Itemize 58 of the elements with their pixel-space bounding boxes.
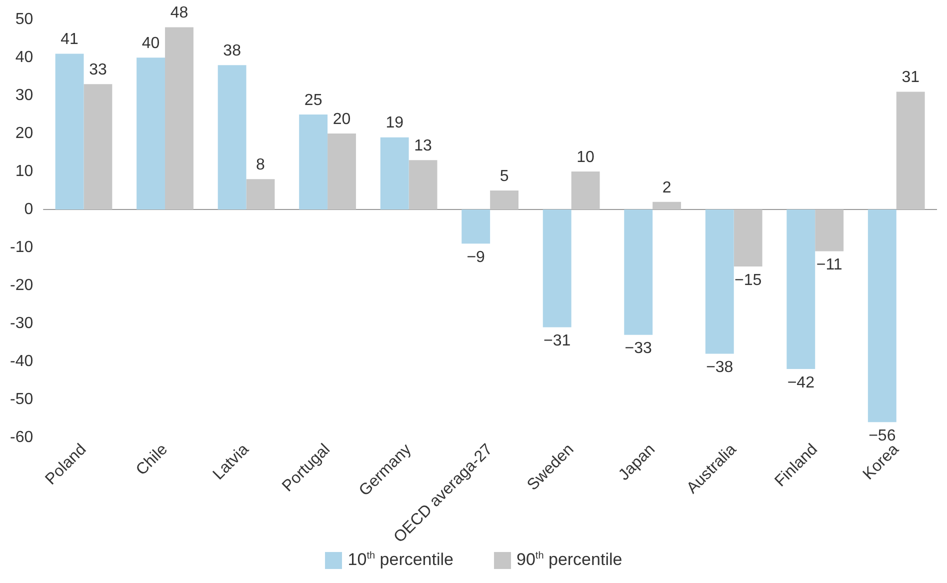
- data-label: 10: [576, 148, 595, 166]
- data-label: −56: [868, 428, 896, 445]
- bar: [490, 190, 519, 210]
- y-tick-label: 40: [15, 48, 34, 66]
- data-label: −15: [734, 272, 762, 289]
- bar: [84, 84, 112, 210]
- bar: [55, 54, 84, 210]
- data-label: −33: [624, 340, 652, 358]
- data-label: 33: [89, 62, 107, 79]
- bar: [624, 209, 653, 335]
- bar: [380, 137, 409, 210]
- y-tick-label: -30: [10, 314, 34, 332]
- data-label: −38: [706, 359, 734, 376]
- y-tick-label: -50: [10, 390, 34, 408]
- data-label: −42: [787, 374, 815, 392]
- y-tick-label: -10: [10, 238, 34, 256]
- data-label: −11: [816, 256, 842, 274]
- bar: [571, 172, 600, 210]
- y-tick-label: 30: [15, 86, 34, 104]
- bar: [786, 209, 816, 369]
- y-tick-label: 0: [24, 200, 34, 218]
- legend-label: 10$^{th}$ percentile: [348, 550, 454, 570]
- bar: [734, 209, 762, 266]
- bar: [705, 209, 734, 354]
- bar: [652, 202, 682, 210]
- bar: [246, 179, 275, 210]
- data-label: 2: [662, 179, 672, 196]
- y-tick-label: -20: [10, 276, 34, 294]
- data-label: −9: [466, 249, 486, 266]
- y-tick-label: -40: [10, 352, 34, 370]
- bar: [165, 27, 194, 210]
- bar: [896, 92, 925, 210]
- data-label: 19: [386, 114, 404, 132]
- y-tick-label: 20: [15, 124, 34, 142]
- data-label: 20: [332, 110, 351, 128]
- legend-label: 90$^{th}$ percentile: [516, 550, 622, 570]
- data-label: 25: [304, 92, 322, 109]
- y-tick-label: 50: [15, 11, 34, 28]
- data-label: 13: [414, 138, 432, 155]
- bar: [408, 160, 438, 210]
- data-label: 31: [902, 69, 920, 86]
- bar: [299, 114, 328, 210]
- bar: [815, 209, 844, 252]
- bar: [542, 209, 572, 328]
- data-label: 40: [142, 34, 160, 52]
- data-label: 5: [500, 168, 509, 185]
- bar: [328, 134, 356, 210]
- data-label: 41: [60, 31, 79, 48]
- bar: [136, 58, 166, 210]
- data-label: 38: [223, 42, 242, 60]
- y-tick-label: -60: [10, 428, 34, 446]
- bar: [868, 209, 896, 422]
- bar: [218, 65, 246, 210]
- y-tick-label: 10: [15, 162, 34, 180]
- bar: [462, 209, 490, 244]
- data-label: 8: [256, 156, 266, 174]
- data-label: 48: [170, 4, 188, 22]
- data-label: −31: [544, 332, 571, 350]
